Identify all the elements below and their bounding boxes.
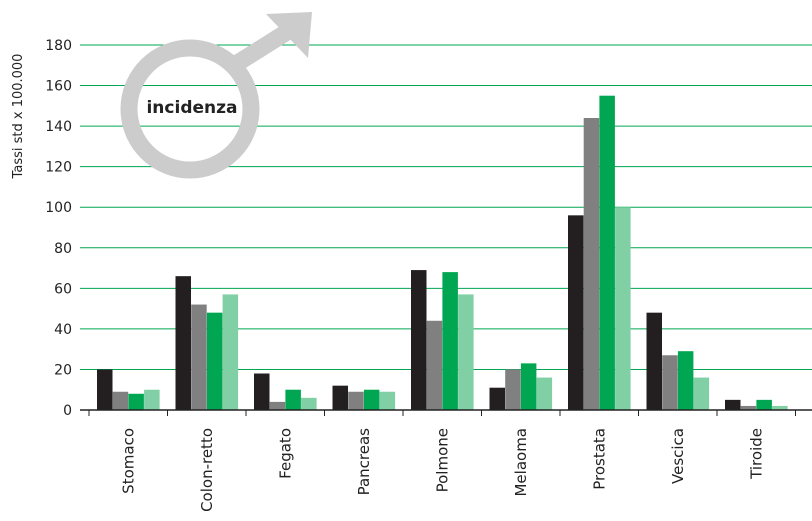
y-tick-labels: 0 20 40 60 80 100 120 140 160 180 xyxy=(45,38,72,419)
y-tick-label: 20 xyxy=(54,362,72,378)
bar xyxy=(505,369,521,410)
bar xyxy=(191,304,207,410)
bar xyxy=(112,391,129,410)
male-symbol-ring xyxy=(120,39,260,179)
category-labels: Stomaco Colon-retto Fegato Pancreas Polmone M… xyxy=(119,428,765,512)
bar xyxy=(379,391,396,410)
badge-label: incidenza xyxy=(146,98,237,118)
bar xyxy=(222,294,239,410)
y-tick-label: 60 xyxy=(54,281,72,297)
bar xyxy=(677,351,694,410)
bar xyxy=(426,320,443,410)
male-symbol-arrow-shaft xyxy=(231,22,295,72)
x-tick-marks xyxy=(88,410,796,416)
category-label: Prostata xyxy=(590,428,608,490)
bar xyxy=(458,294,474,410)
bar xyxy=(206,312,223,410)
bar xyxy=(128,393,144,410)
bar xyxy=(411,270,427,410)
bar xyxy=(97,369,113,410)
category-label: Pancreas xyxy=(355,428,373,496)
male-symbol-arrow-head xyxy=(266,12,312,58)
y-tick-label: 120 xyxy=(45,160,72,176)
bar xyxy=(662,355,678,410)
bar xyxy=(599,95,615,410)
bar xyxy=(254,373,270,410)
y-tick-label: 160 xyxy=(45,79,72,95)
bar xyxy=(740,405,757,410)
category-label: Melaoma xyxy=(512,428,530,497)
bar xyxy=(568,215,584,410)
bar xyxy=(536,377,553,410)
bar xyxy=(489,387,505,410)
bar xyxy=(693,377,710,410)
category-label: Colon-retto xyxy=(198,428,216,512)
y-tick-label: 0 xyxy=(63,403,72,419)
y-axis-label: Tassi std x 100.000 xyxy=(11,54,26,180)
y-tick-label: 180 xyxy=(45,38,72,54)
bar xyxy=(756,399,772,410)
bar xyxy=(144,389,160,410)
bar xyxy=(348,391,364,410)
bars xyxy=(97,95,788,410)
bar xyxy=(332,385,348,410)
bar xyxy=(269,401,286,410)
category-label: Fegato xyxy=(276,428,294,479)
category-label: Tiroide xyxy=(747,428,765,480)
bar xyxy=(301,397,317,410)
male-symbol-icon: incidenza xyxy=(120,12,312,179)
bar xyxy=(175,276,191,410)
y-tick-label: 80 xyxy=(54,241,72,257)
category-label: Polmone xyxy=(433,428,451,492)
bar xyxy=(725,399,741,410)
bar xyxy=(520,363,537,410)
bar xyxy=(363,389,380,410)
bar xyxy=(615,207,631,410)
bar xyxy=(442,272,458,410)
y-tick-label: 40 xyxy=(54,322,72,338)
category-label: Vescica xyxy=(669,428,687,484)
bar xyxy=(772,405,788,410)
category-label: Stomaco xyxy=(119,428,137,494)
bar xyxy=(285,389,301,410)
y-tick-label: 100 xyxy=(45,200,72,216)
bar xyxy=(646,312,662,410)
bar xyxy=(583,118,600,410)
y-tick-label: 140 xyxy=(45,119,72,135)
